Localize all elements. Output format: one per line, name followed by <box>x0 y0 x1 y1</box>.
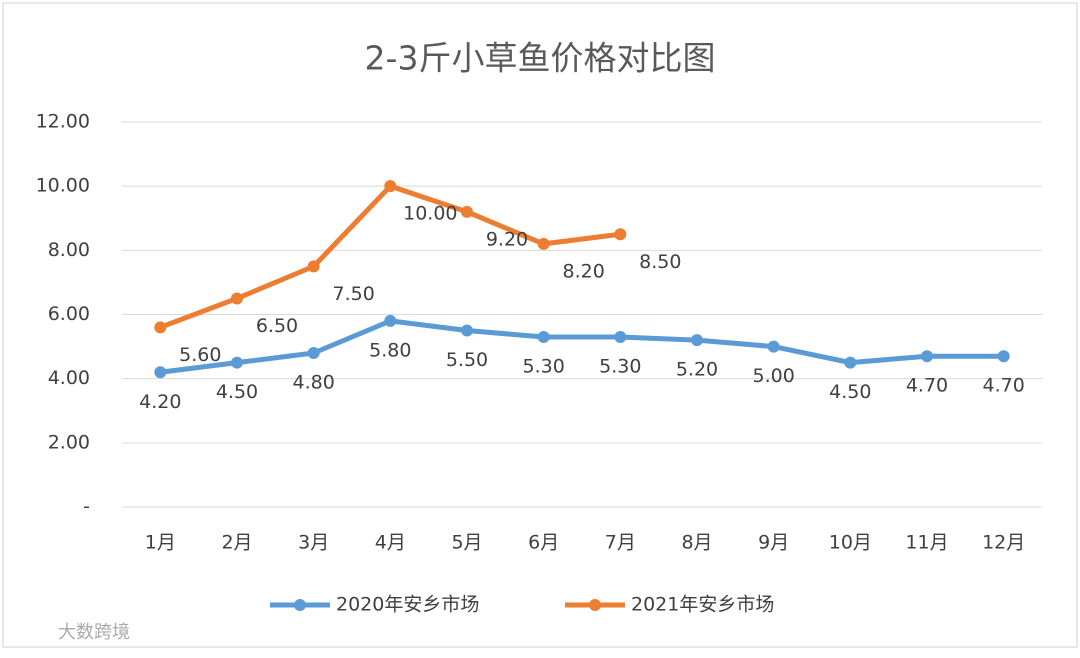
x-tick-label: 1月 <box>145 532 176 554</box>
x-tick-label: 3月 <box>298 532 329 554</box>
point <box>537 330 550 343</box>
value-label: 8.20 <box>563 260 605 282</box>
y-tick-label: 4.00 <box>48 367 90 389</box>
value-label: 5.50 <box>446 349 488 371</box>
point <box>614 330 627 343</box>
x-tick-label: 12月 <box>982 532 1025 554</box>
chart-frame <box>2 2 1078 648</box>
y-tick-label: - <box>83 496 90 518</box>
legend-label: 2020年安乡市场 <box>336 594 479 616</box>
point <box>844 356 857 369</box>
point <box>614 228 627 241</box>
point <box>461 205 473 218</box>
point <box>691 334 703 347</box>
value-label: 4.50 <box>829 381 871 403</box>
y-tick-label: 8.00 <box>48 239 90 261</box>
value-label: 5.60 <box>179 344 221 366</box>
x-tick-label: 6月 <box>528 532 559 554</box>
x-tick-label: 2月 <box>221 532 252 554</box>
point <box>154 366 167 379</box>
value-label: 5.80 <box>369 339 411 361</box>
legend-marker <box>589 599 601 611</box>
point <box>767 340 780 353</box>
value-label: 7.50 <box>333 283 375 305</box>
point <box>307 260 320 273</box>
value-label: 5.30 <box>523 355 565 377</box>
chart-title: 2-3斤小草鱼价格对比图 <box>365 39 716 78</box>
point <box>461 324 473 337</box>
value-label: 5.20 <box>676 359 718 381</box>
value-label: 4.50 <box>216 381 258 403</box>
x-tick-label: 4月 <box>375 532 406 554</box>
point <box>307 347 320 359</box>
point <box>921 350 933 363</box>
point <box>384 180 397 193</box>
value-label: 4.80 <box>293 372 335 394</box>
value-label: 6.50 <box>256 315 298 337</box>
x-tick-label: 9月 <box>758 532 789 554</box>
value-label: 4.20 <box>139 391 181 413</box>
x-tick-label: 5月 <box>451 532 482 554</box>
point <box>997 350 1010 363</box>
value-label: 4.70 <box>983 375 1025 397</box>
point <box>384 314 397 327</box>
point <box>231 356 243 369</box>
legend-marker <box>294 599 306 611</box>
point <box>154 321 167 334</box>
y-tick-label: 10.00 <box>36 175 90 197</box>
y-tick-label: 2.00 <box>48 431 90 453</box>
legend-label: 2021年安乡市场 <box>631 594 774 616</box>
value-label: 5.30 <box>599 355 641 377</box>
value-label: 5.00 <box>753 365 795 387</box>
x-tick-label: 10月 <box>829 532 872 554</box>
x-tick-label: 7月 <box>605 532 636 554</box>
x-tick-label: 8月 <box>681 532 712 554</box>
x-tick-label: 11月 <box>905 532 948 554</box>
series-line <box>160 318 1004 375</box>
value-label: 10.00 <box>403 203 457 225</box>
value-label: 8.50 <box>639 251 681 273</box>
point <box>537 237 550 250</box>
point <box>231 292 243 305</box>
y-tick-label: 12.00 <box>36 111 90 133</box>
value-label: 4.70 <box>906 375 948 397</box>
watermark: 大数跨境 <box>58 622 130 643</box>
value-label: 9.20 <box>486 228 528 250</box>
y-tick-label: 6.00 <box>48 303 90 325</box>
